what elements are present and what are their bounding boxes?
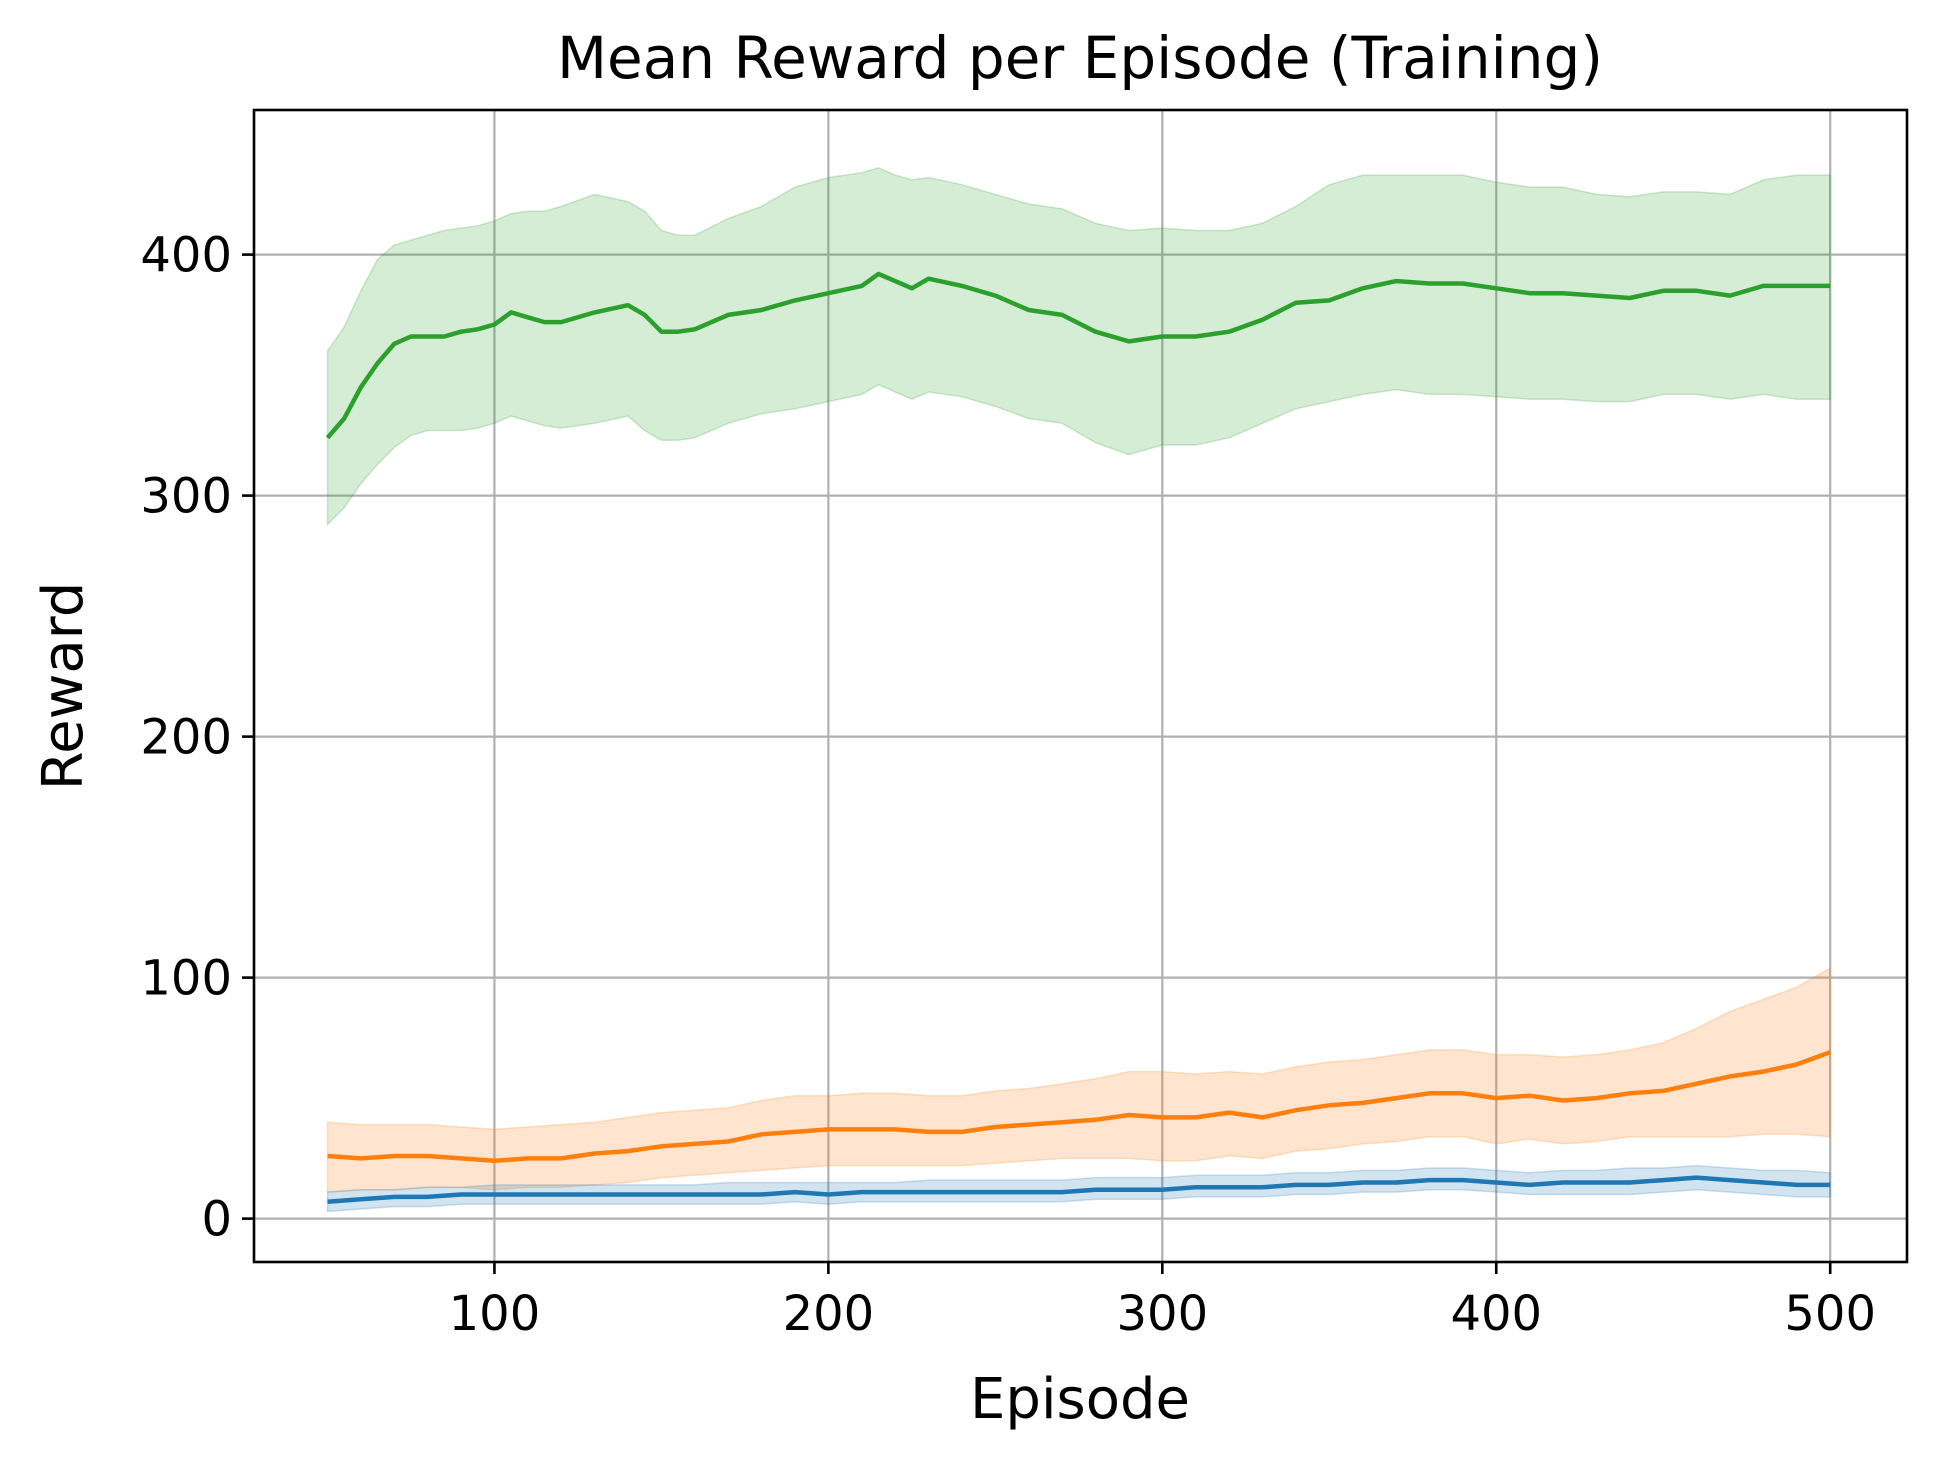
grid-lines (254, 110, 1907, 1262)
y-tick-label: 300 (140, 469, 232, 525)
y-tick-label: 0 (201, 1192, 232, 1248)
series-0-band (326, 167, 1831, 527)
series-2-band (326, 1164, 1831, 1213)
y-tick-label: 100 (140, 951, 232, 1007)
y-tick-label: 400 (140, 228, 232, 284)
x-tick-label: 400 (1450, 1286, 1542, 1342)
x-tick-label: 300 (1117, 1286, 1209, 1342)
x-axis-label: Episode (970, 1367, 1190, 1432)
axis-ticks: 100 200 300 400 500 0 100 200 300 400 (140, 228, 1876, 1342)
y-tick-label: 200 (140, 710, 232, 766)
confidence-bands (326, 167, 1831, 1213)
series-1-band (326, 966, 1831, 1193)
series-lines (325, 271, 1831, 1204)
chart-title: Mean Reward per Episode (Training) (557, 24, 1603, 92)
series-0-line (325, 271, 1831, 440)
x-tick-label: 500 (1784, 1286, 1876, 1342)
plot-frame (252, 108, 1909, 1264)
series-2-line (327, 1175, 1831, 1204)
y-axis-label: Reward (31, 582, 96, 791)
series-1-line (327, 1050, 1831, 1164)
x-tick-label: 200 (783, 1286, 875, 1342)
x-tick-label: 100 (449, 1286, 541, 1342)
